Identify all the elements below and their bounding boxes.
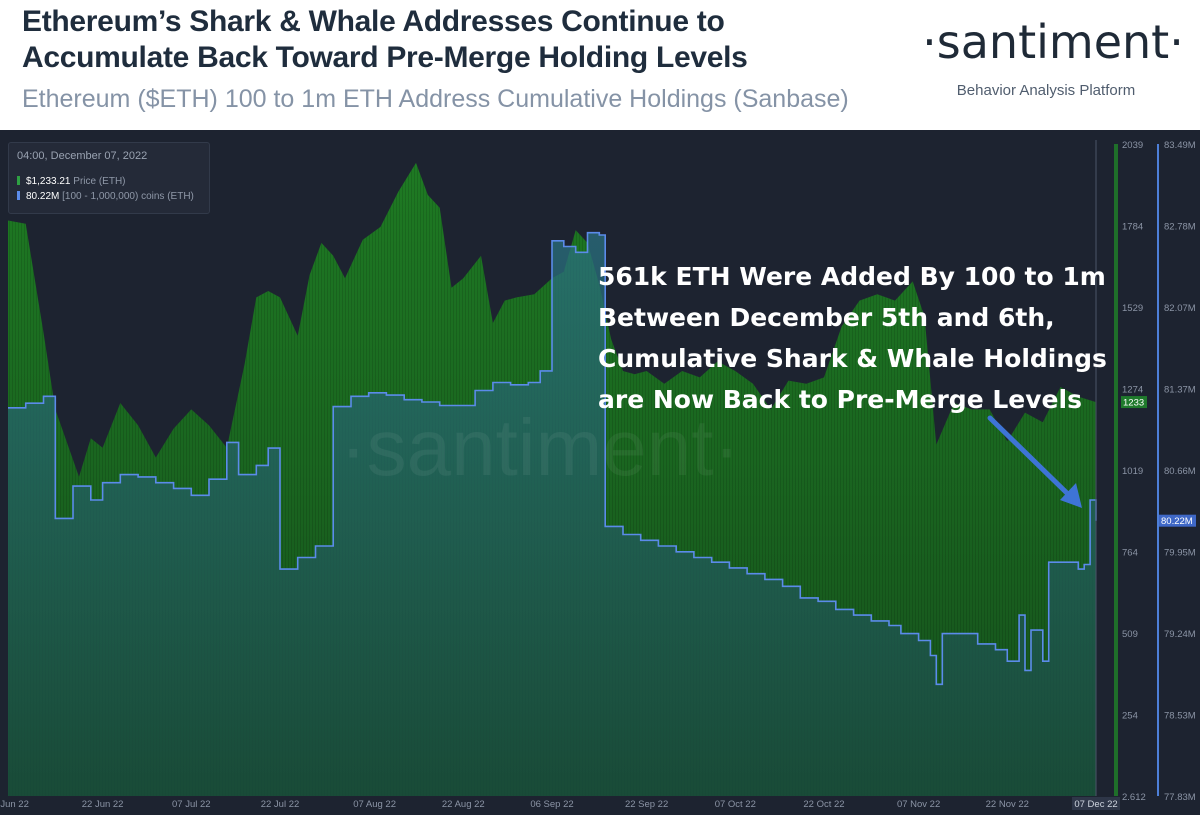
holdings-tick-label: 82.78M (1164, 222, 1196, 233)
plot-layer (8, 162, 1097, 796)
x-tick-label: 07 Dec 22 (1074, 799, 1117, 810)
chart-svg[interactable]: ·santiment· 2039 1784 1529 1274 1019 764 509 25… (0, 130, 1200, 815)
annotation-line-2: Between December 5th and 6th, (598, 303, 1055, 332)
x-tick-label: 22 Sep 22 (625, 799, 668, 810)
price-badge (1121, 396, 1147, 409)
price-axis-strip (1114, 144, 1118, 796)
x-tick-label: 22 Jun 22 (82, 799, 124, 810)
annotation-text: 561k ETH Were Added By 100 to 1m Between… (598, 256, 1107, 420)
tooltip-price-row: $1,233.21 Price (ETH) (17, 176, 126, 187)
chart-title: Ethereum’s Shark & Whale Addresses Conti… (22, 4, 748, 76)
holdings-swatch (17, 191, 20, 200)
holdings-tick-label: 78.53M (1164, 711, 1196, 722)
title-line-1: Ethereum’s Shark & Whale Addresses Conti… (22, 5, 725, 38)
holdings-line (8, 231, 1097, 686)
tooltip-holdings-row: 80.22M [100 - 1,000,000) coins (ETH) (17, 191, 194, 202)
tooltip-date: 04:00, December 07, 2022 (17, 150, 148, 162)
chart-subtitle: Ethereum ($ETH) 100 to 1m ETH Address Cu… (22, 85, 849, 113)
price-tick-label: 254 (1122, 711, 1138, 722)
price-tick-label: 509 (1122, 629, 1138, 640)
holdings-tick-label: 79.24M (1164, 629, 1196, 640)
holdings-tick-label: 80.66M (1164, 466, 1196, 477)
price-swatch (17, 176, 20, 185)
annotation-line-3: Cumulative Shark & Whale Holdings (598, 344, 1107, 373)
tooltip-price-label: Price (ETH) (73, 176, 126, 187)
x-tick-label: 22 Jul 22 (261, 799, 300, 810)
axis-layer: 2039 1784 1529 1274 1019 764 509 254 2.612 83.49M… (0, 140, 1196, 810)
price-tick-label: 2.612 (1122, 792, 1146, 803)
annotation-line-1: 561k ETH Were Added By 100 to 1m (598, 262, 1106, 291)
x-tick-label: 22 Nov 22 (986, 799, 1029, 810)
holdings-area (8, 232, 1096, 796)
tooltip-holdings-label: [100 - 1,000,000) coins (ETH) (62, 191, 194, 202)
price-tick-label: 2039 (1122, 140, 1143, 151)
x-tick-label: 07 Jul 22 (172, 799, 211, 810)
price-badge-text: 1233 (1123, 398, 1144, 409)
price-tick-label: 1019 (1122, 466, 1143, 477)
price-tick-label: 1529 (1122, 303, 1143, 314)
x-tick-label: 07 Oct 22 (715, 799, 756, 810)
chart-area[interactable]: ·santiment· 2039 1784 1529 1274 1019 764 509 25… (0, 130, 1200, 815)
price-tick-label: 764 (1122, 548, 1138, 559)
x-tick-label: 22 Oct 22 (803, 799, 844, 810)
annotation-arrow (987, 415, 1082, 508)
tooltip-price-value: $1,233.21 (26, 176, 71, 187)
x-tick-label: 07 Aug 22 (353, 799, 396, 810)
x-tick-label: 07 Nov 22 (897, 799, 940, 810)
price-tick-label: 1784 (1122, 222, 1143, 233)
brand-tagline: Behavior Analysis Platform (956, 82, 1136, 99)
title-line-2: Accumulate Back Toward Pre-Merge Holding… (22, 41, 748, 74)
holdings-tick-label: 79.95M (1164, 548, 1196, 559)
price-tick-label: 1274 (1122, 385, 1143, 396)
brand-logo: ·santiment· Behavior Analysis Platform (918, 14, 1188, 99)
holdings-badge (1159, 514, 1196, 527)
annotation-line-4: are Now Back to Pre-Merge Levels (598, 385, 1082, 414)
tooltip-holdings-value: 80.22M (26, 191, 60, 202)
legend-tooltip: 04:00, December 07, 2022 $1,233.21 Price… (8, 142, 210, 214)
x-tick-label: 06 Jun 22 (0, 799, 29, 810)
x-cursor-badge (1072, 797, 1120, 810)
x-tick-label: 22 Aug 22 (442, 799, 485, 810)
header: Ethereum’s Shark & Whale Addresses Conti… (0, 0, 1200, 130)
holdings-tick-label: 82.07M (1164, 303, 1196, 314)
watermark-text: ·santiment· (340, 403, 740, 492)
brand-name: ·santiment· (922, 15, 1184, 69)
holdings-badge-text: 80.22M (1161, 516, 1193, 527)
holdings-tick-label: 83.49M (1164, 140, 1196, 151)
holdings-tick-label: 77.83M (1164, 792, 1196, 803)
holdings-tick-label: 81.37M (1164, 385, 1196, 396)
x-tick-label: 06 Sep 22 (530, 799, 573, 810)
